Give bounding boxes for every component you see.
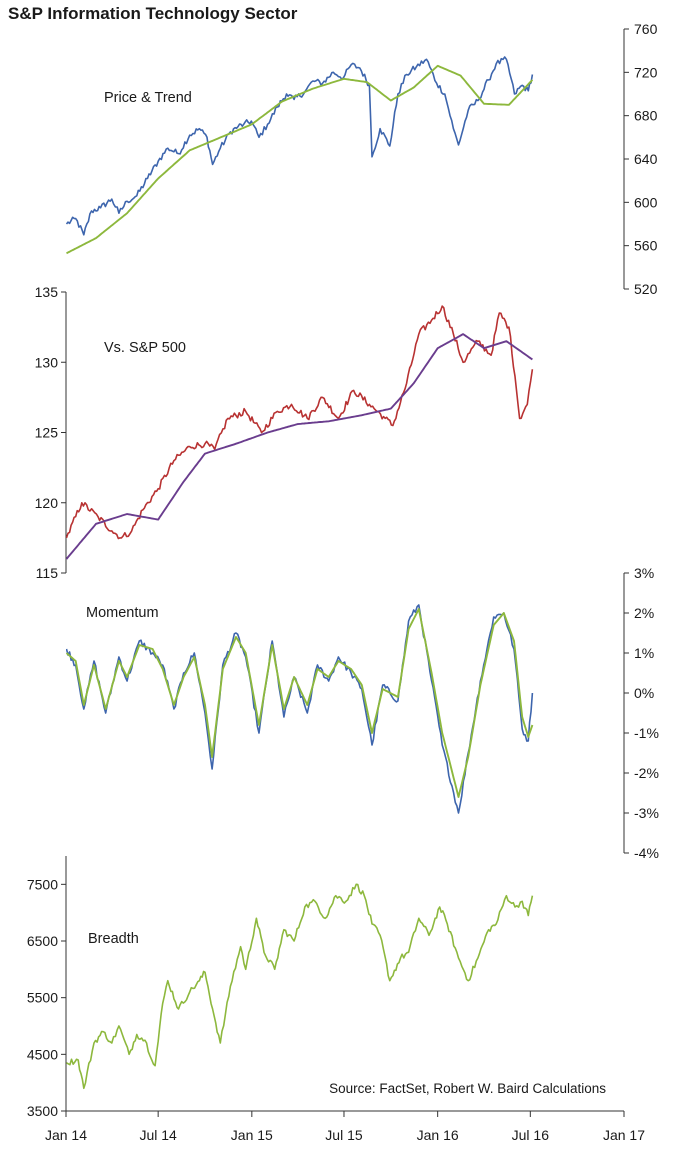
y-tick-label: 560 bbox=[634, 238, 658, 254]
y-tick-label: 5500 bbox=[27, 990, 58, 1006]
y-tick-label: 640 bbox=[634, 151, 658, 167]
y-tick-label: -4% bbox=[634, 845, 659, 861]
x-tick-label: Jan 16 bbox=[417, 1127, 459, 1143]
x-tick-label: Jul 15 bbox=[325, 1127, 363, 1143]
y-tick-label: 3500 bbox=[27, 1103, 58, 1119]
y-tick-label: 1% bbox=[634, 645, 654, 661]
y-tick-label: 720 bbox=[634, 64, 658, 80]
source-note: Source: FactSet, Robert W. Baird Calcula… bbox=[329, 1081, 606, 1096]
x-tick-label: Jul 16 bbox=[512, 1127, 550, 1143]
series-line-panel-2-0 bbox=[66, 604, 534, 814]
chart-title: S&P Information Technology Sector bbox=[8, 4, 298, 23]
x-tick-label: Jul 14 bbox=[139, 1127, 177, 1143]
series-line-panel-0-1 bbox=[66, 64, 534, 255]
series-line-panel-3-0 bbox=[66, 883, 534, 1090]
panel-label: Momentum bbox=[86, 605, 159, 621]
y-tick-label: 520 bbox=[634, 281, 658, 297]
y-tick-label: 120 bbox=[35, 495, 59, 511]
panel-label: Price & Trend bbox=[104, 90, 192, 106]
y-tick-label: -1% bbox=[634, 725, 659, 741]
series-line-panel-0-0 bbox=[66, 56, 534, 236]
x-tick-label: Jan 17 bbox=[603, 1127, 645, 1143]
y-tick-label: 130 bbox=[35, 354, 59, 370]
y-tick-label: 135 bbox=[35, 284, 59, 300]
x-tick-label: Jan 15 bbox=[231, 1127, 273, 1143]
y-tick-label: 6500 bbox=[27, 933, 58, 949]
y-tick-label: 7500 bbox=[27, 876, 58, 892]
y-tick-label: 680 bbox=[634, 108, 658, 124]
series-line-panel-1-0 bbox=[66, 305, 534, 540]
y-tick-label: 760 bbox=[634, 21, 658, 37]
x-tick-label: Jan 14 bbox=[45, 1127, 87, 1143]
panel-label: Vs. S&P 500 bbox=[104, 340, 186, 356]
panel-label: Breadth bbox=[88, 931, 139, 947]
series-line-panel-1-1 bbox=[66, 333, 533, 560]
y-tick-label: 600 bbox=[634, 194, 658, 210]
series-line-panel-2-1 bbox=[66, 608, 534, 798]
y-tick-label: -3% bbox=[634, 805, 659, 821]
y-tick-label: 2% bbox=[634, 605, 654, 621]
y-tick-label: 3% bbox=[634, 565, 654, 581]
y-tick-label: 125 bbox=[35, 425, 59, 441]
y-tick-label: 115 bbox=[36, 565, 59, 581]
y-tick-label: 4500 bbox=[27, 1046, 58, 1062]
y-tick-label: -2% bbox=[634, 765, 659, 781]
y-tick-label: 0% bbox=[634, 685, 654, 701]
